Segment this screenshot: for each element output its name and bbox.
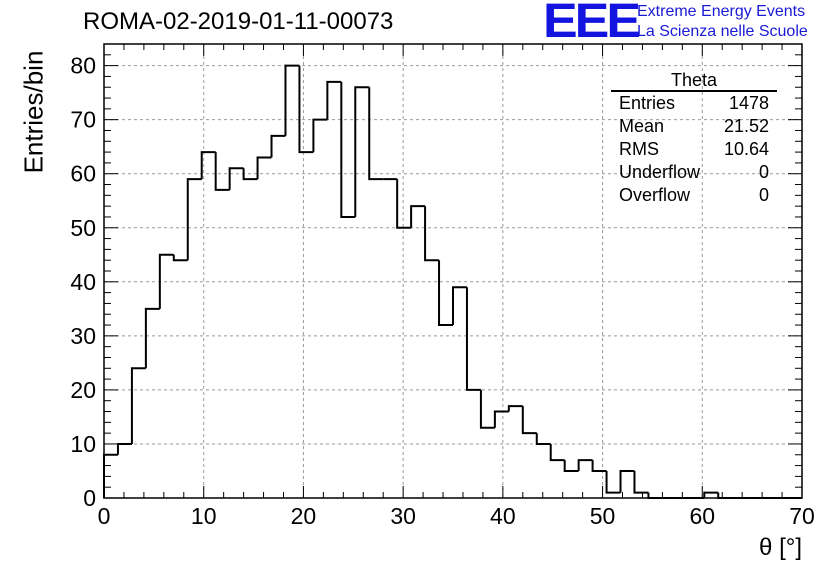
y-tick-label: 10 bbox=[70, 431, 96, 457]
x-tick-label: 30 bbox=[390, 503, 416, 529]
histogram-bin bbox=[452, 286, 467, 326]
stats-label: Mean bbox=[619, 116, 665, 136]
histogram-bin bbox=[479, 389, 495, 429]
y-tick-label: 30 bbox=[70, 323, 96, 349]
stats-value: 21.52 bbox=[723, 116, 769, 136]
logo-subtitle-line2: La Scienza nelle Scuole bbox=[637, 23, 808, 40]
plot-frame bbox=[103, 43, 803, 499]
y-tick-label: 70 bbox=[70, 107, 96, 133]
histogram-bin bbox=[312, 118, 328, 153]
x-tick-label: 60 bbox=[689, 503, 715, 529]
stats-value: 10.64 bbox=[723, 139, 769, 159]
stats-value: 0 bbox=[758, 162, 769, 182]
histogram-bin bbox=[228, 167, 244, 190]
x-tick-label: 50 bbox=[590, 503, 616, 529]
histogram-bin bbox=[340, 81, 356, 218]
histogram-bin bbox=[158, 253, 174, 309]
histogram-bin bbox=[172, 254, 188, 262]
histogram-bin bbox=[368, 87, 384, 181]
stats-row-mean: Mean 21.52 bbox=[611, 115, 777, 138]
histogram-bin bbox=[521, 406, 537, 435]
x-tick-label: 10 bbox=[191, 503, 217, 529]
histogram-bin bbox=[410, 205, 426, 228]
stats-label: Overflow bbox=[619, 185, 691, 205]
histogram-bin bbox=[563, 460, 579, 472]
histogram-bin bbox=[242, 168, 258, 181]
stats-row-overflow: Overflow 0 bbox=[611, 184, 777, 207]
y-axis-label: Entries/bin bbox=[18, 50, 49, 174]
histogram-bin bbox=[605, 470, 621, 494]
histogram-bin bbox=[535, 433, 551, 445]
histogram-bin bbox=[186, 178, 202, 261]
histogram-bin bbox=[200, 151, 216, 180]
x-tick-label: 70 bbox=[789, 503, 815, 529]
stats-value: 0 bbox=[758, 185, 769, 205]
histogram-bin bbox=[493, 410, 509, 428]
histogram-bin bbox=[116, 442, 132, 455]
stats-label: Underflow bbox=[619, 162, 701, 182]
stats-row-rms: RMS 10.64 bbox=[611, 138, 777, 161]
stats-label: Entries bbox=[619, 93, 676, 113]
histogram-bin bbox=[270, 134, 286, 158]
histogram-bin bbox=[396, 179, 412, 229]
histogram-bin bbox=[424, 206, 440, 262]
histogram-bin bbox=[256, 156, 272, 180]
histogram-bin bbox=[465, 287, 481, 391]
chart-title: ROMA-02-2019-01-11-00073 bbox=[83, 8, 394, 35]
histogram-bin bbox=[507, 405, 523, 412]
histogram-bin bbox=[717, 492, 733, 499]
histogram-bin bbox=[633, 470, 649, 494]
stats-title: Theta bbox=[611, 71, 777, 92]
logo-subtitle-line1: Extreme Energy Events bbox=[637, 3, 806, 20]
histogram-bin bbox=[214, 152, 230, 191]
x-tick-label: 0 bbox=[98, 503, 111, 529]
stats-row-entries: Entries 1478 bbox=[611, 92, 777, 115]
histogram-bin bbox=[577, 459, 593, 471]
histogram-bin bbox=[298, 65, 314, 154]
y-tick-label: 0 bbox=[83, 485, 96, 511]
histogram-bin bbox=[144, 307, 160, 369]
x-tick-label: 40 bbox=[490, 503, 516, 529]
stats-label: RMS bbox=[619, 139, 659, 159]
histogram-bin bbox=[130, 367, 146, 444]
histogram-bin bbox=[354, 86, 370, 217]
histogram-bin bbox=[591, 460, 607, 472]
y-tick-label: 80 bbox=[70, 53, 96, 79]
x-axis-label: θ [°] bbox=[759, 534, 802, 561]
eee-logo: EEE bbox=[543, 0, 641, 49]
y-tick-label: 40 bbox=[70, 269, 96, 295]
y-tick-label: 20 bbox=[70, 377, 96, 403]
stats-row-underflow: Underflow 0 bbox=[611, 161, 777, 184]
histogram-bin bbox=[438, 260, 453, 327]
histogram-bin bbox=[647, 492, 663, 499]
y-tick-label: 60 bbox=[70, 161, 96, 187]
histogram-bin bbox=[326, 80, 342, 120]
x-tick-label: 20 bbox=[291, 503, 317, 529]
histogram-bin bbox=[284, 64, 300, 136]
stats-box: Theta Entries 1478 Mean 21.52 RMS 10.64 … bbox=[611, 71, 777, 207]
stats-value: 1478 bbox=[728, 93, 769, 113]
histogram-bin bbox=[619, 469, 635, 493]
histogram-bin bbox=[703, 491, 719, 498]
y-tick-label: 50 bbox=[70, 215, 96, 241]
histogram-bin bbox=[549, 443, 565, 462]
